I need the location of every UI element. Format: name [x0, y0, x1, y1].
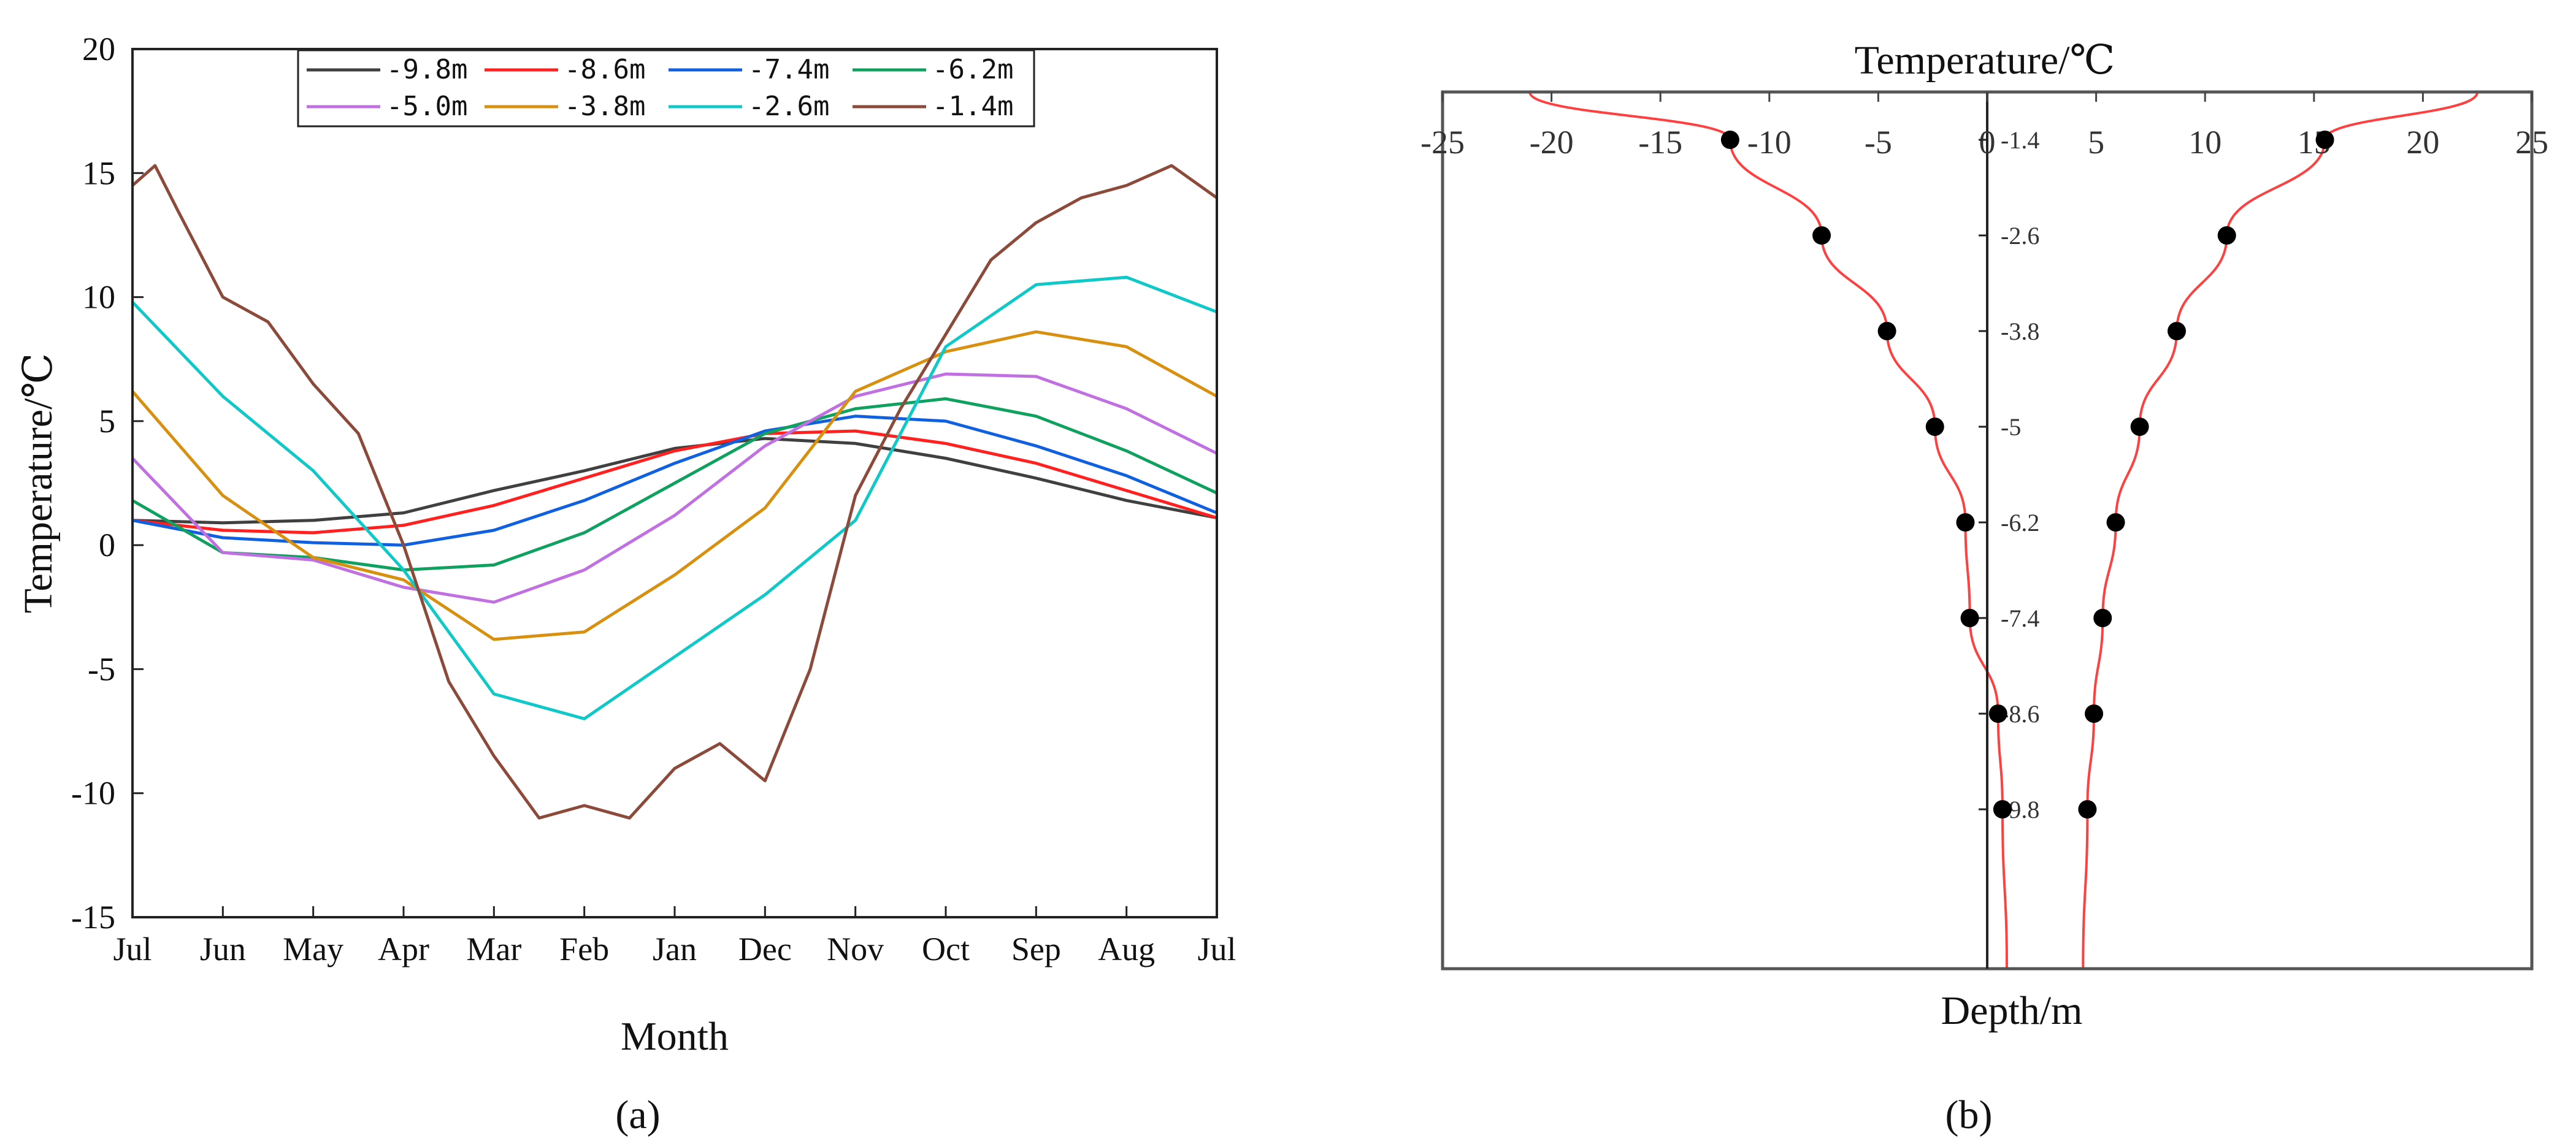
fit-curve-minimum — [1528, 91, 2008, 969]
legend-label: -6.2m — [932, 54, 1013, 85]
x-tick-label: May — [283, 931, 343, 967]
x-tick-label: 10 — [2188, 124, 2221, 161]
x-tick-label: 5 — [2088, 124, 2104, 161]
legend-label: -9.8m — [386, 54, 467, 85]
y-tick-label: 0 — [99, 527, 115, 563]
temperature-ticks: -25 -20 -15 -10 -5 0 5 10 15 20 25 — [1420, 92, 2548, 161]
x-tick-label: Feb — [559, 931, 609, 967]
x-tick-label: -5 — [1865, 124, 1892, 161]
series-line-5-0m — [131, 372, 1218, 604]
x-tick-label: Dec — [738, 931, 792, 967]
panel-label-a: (a) — [615, 1093, 660, 1137]
series-line-7-4m — [132, 414, 1217, 547]
data-point-minimum — [1988, 704, 2007, 723]
legend-label: -8.6m — [564, 54, 645, 85]
series-line-9-8m — [132, 437, 1217, 525]
data-point-minimum — [1877, 322, 1896, 340]
x-tick-label: 25 — [2515, 124, 2548, 161]
y-tick-label: 15 — [82, 155, 115, 191]
x-tick-label: Apr — [378, 931, 429, 967]
x-tick-label: -15 — [1638, 124, 1682, 161]
y-axis-title: Temperature/℃ — [16, 353, 61, 614]
legend-label: -3.8m — [564, 91, 645, 122]
y-tick-label: -10 — [71, 775, 115, 812]
measured-points — [1720, 131, 2334, 819]
y-tick-label: -15 — [71, 899, 115, 936]
x-tick-label: -10 — [1747, 124, 1792, 161]
x-tick-label: -25 — [1420, 124, 1465, 161]
x-tick-label: 20 — [2406, 124, 2439, 161]
legend-label: -7.4m — [748, 54, 829, 85]
series-line-8-6m — [132, 429, 1217, 535]
x-tick-label: Jun — [200, 931, 246, 967]
legend-label: -2.6m — [748, 91, 829, 122]
x-tick-label: Jul — [113, 931, 151, 967]
legend-label: -5.0m — [386, 91, 467, 122]
data-point-maximum — [2315, 131, 2334, 149]
data-point-maximum — [2130, 418, 2149, 436]
panel-b-depth-profile: Temperature/℃ -25 -20 -15 -10 -5 0 5 10 15 20 25 -… — [1420, 38, 2548, 1137]
depth-label: -1.4 — [2001, 126, 2039, 154]
depth-label: -5 — [2001, 413, 2021, 441]
series-line-3-8m — [131, 330, 1218, 641]
legend-box — [297, 49, 1035, 128]
data-point-maximum — [2085, 704, 2104, 723]
depth-label: -2.6 — [2001, 222, 2039, 250]
depth-label: -6.2 — [2001, 509, 2039, 536]
data-point-maximum — [2093, 609, 2112, 627]
data-point-maximum — [2078, 800, 2097, 819]
fit-curve-maximum — [2082, 91, 2479, 969]
series-line-1-4m — [131, 164, 1218, 820]
chart-title-b: Temperature/℃ — [1855, 38, 2115, 83]
x-tick-label: Mar — [466, 931, 521, 967]
x-tick-label: 0 — [1979, 124, 1996, 161]
x-tick-label: Jul — [1197, 931, 1236, 967]
legend-label: -1.4m — [932, 91, 1013, 122]
data-point-minimum — [1812, 226, 1831, 245]
y-tick-label: 10 — [82, 279, 115, 316]
series-lines — [131, 164, 1218, 820]
x-tick-label: -20 — [1530, 124, 1574, 161]
data-point-maximum — [2217, 226, 2236, 245]
depth-label: -7.4 — [2001, 605, 2039, 632]
x-axis-title-b: Depth/m — [1941, 988, 2083, 1033]
y-axis-ticks: -15 -10 -5 0 5 10 15 20 — [71, 31, 144, 936]
x-axis-title: Month — [621, 1014, 729, 1059]
data-point-minimum — [1956, 513, 1975, 532]
panel-label-b: (b) — [1945, 1093, 1993, 1137]
x-tick-label: Aug — [1098, 931, 1155, 967]
data-point-minimum — [1720, 131, 1739, 149]
y-tick-label: -5 — [88, 651, 115, 687]
x-tick-label: Jan — [653, 931, 697, 967]
x-axis-ticks: Jul Jun May Apr Mar Feb Jan Dec Nov Oct Sep Aug Jul — [113, 906, 1236, 967]
panel-a-line-chart: -15 -10 -5 0 5 10 15 20 Jul Jun May Apr Mar Feb Jan De… — [16, 31, 1236, 1137]
data-point-maximum — [2168, 322, 2187, 340]
x-tick-label: Nov — [827, 931, 884, 967]
y-tick-label: 20 — [82, 31, 115, 67]
x-tick-label: Oct — [922, 931, 970, 967]
data-point-minimum — [1925, 418, 1944, 436]
x-tick-label: Sep — [1011, 931, 1061, 967]
series-line-2-6m — [131, 275, 1217, 720]
data-point-minimum — [1993, 800, 2012, 819]
legend: -9.8m -8.6m -7.4m -6.2m -5.0m -3.8m -2.6m -1.4m — [297, 49, 1035, 128]
depth-label: -3.8 — [2001, 318, 2039, 345]
data-point-minimum — [1960, 609, 1979, 627]
data-point-maximum — [2106, 513, 2125, 532]
y-tick-label: 5 — [99, 403, 115, 440]
